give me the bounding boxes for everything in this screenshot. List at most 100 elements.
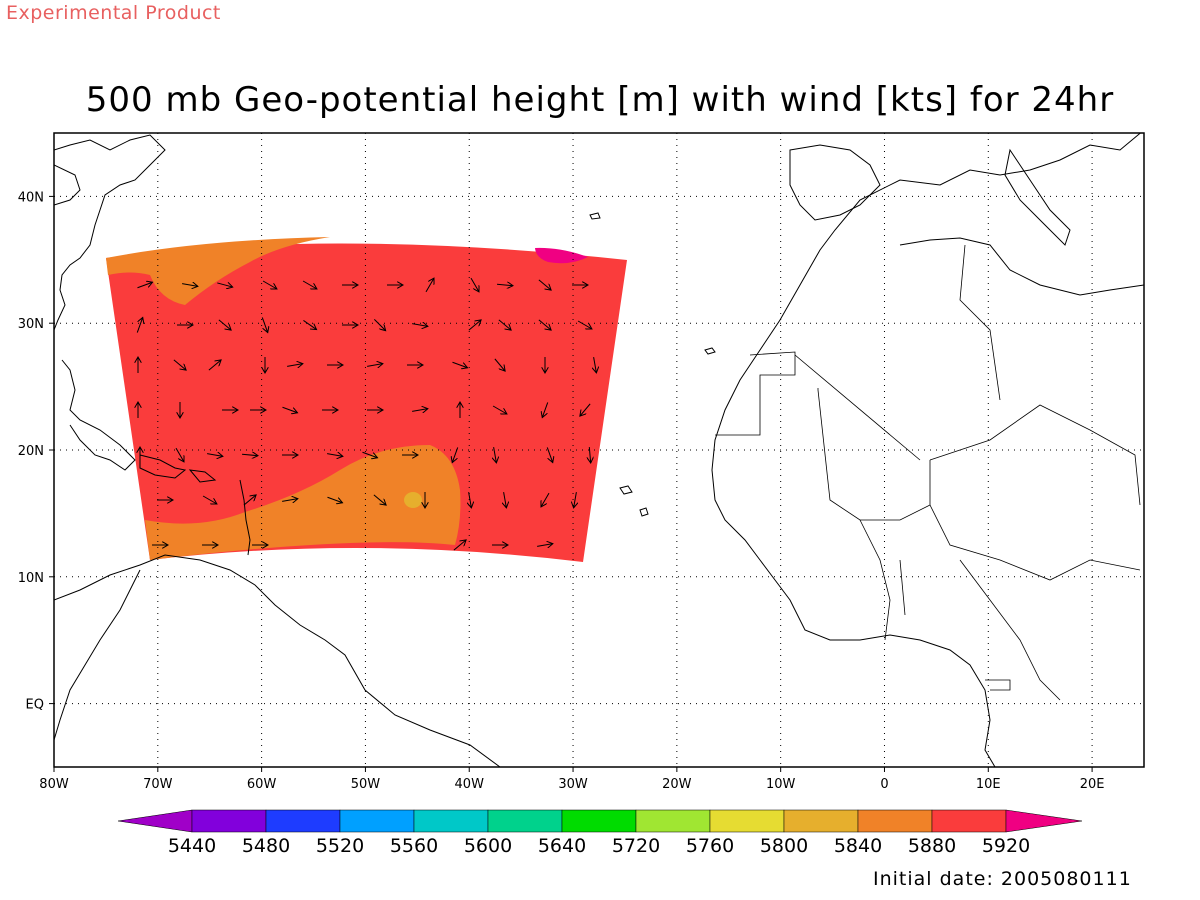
wind-arrow (412, 324, 428, 327)
colorbar-level-label: 5880 (908, 835, 956, 857)
wind-arrow (453, 540, 466, 551)
wind-arrow (452, 447, 459, 462)
wind-arrow (367, 364, 383, 367)
gridlines (54, 133, 1144, 767)
experimental-product-label: Experimental Product (6, 2, 221, 24)
lat-tick-label: 10N (18, 571, 44, 586)
wind-arrow (207, 454, 223, 457)
initial-date: Initial date: 2005080111 (873, 868, 1132, 890)
wind-arrow (594, 357, 597, 373)
wind-arrow (492, 405, 507, 414)
colorbar-level-label: 5520 (316, 835, 364, 857)
wind-arrow (327, 496, 342, 502)
country-borders (715, 244, 1141, 701)
wind-arrow (217, 283, 232, 287)
colorbar-swatch (265, 809, 341, 833)
lat-tick-label: 40N (18, 190, 44, 205)
wind-arrow (541, 492, 550, 507)
wind-arrow (496, 284, 513, 285)
lon-tick-label: 20E (1080, 777, 1105, 792)
wind-arrow (173, 359, 186, 370)
wind-arrow (580, 403, 591, 416)
wind-arrow (542, 402, 549, 417)
lon-tick-label: 60W (247, 777, 277, 792)
wind-arrow (282, 406, 297, 412)
colorbar-level-label: 5440 (168, 835, 216, 857)
colorbar-level-label: 5760 (686, 835, 734, 857)
colorbar-swatch (857, 809, 933, 833)
lon-tick-label: 10E (976, 777, 1001, 792)
wind-arrow (469, 492, 472, 508)
coastlines (54, 133, 1144, 767)
wind-arrow (373, 494, 386, 505)
chart-title: 500 mb Geo-potential height [m] with win… (85, 80, 1115, 120)
domain-fill (106, 243, 627, 562)
wind-arrow (537, 544, 553, 547)
colorbar-swatch (635, 809, 711, 833)
colorbar-high-arrow (1005, 809, 1083, 833)
lon-tick-label: 10W (766, 777, 796, 792)
colorbar-level-label: 5840 (834, 835, 882, 857)
colorbar-swatch (709, 809, 785, 833)
contour-region-5920 (535, 247, 588, 264)
wind-arrow (574, 492, 577, 508)
lat-tick-label: 20N (18, 444, 44, 459)
wind-arrow (302, 280, 317, 289)
wind-arrow (498, 319, 511, 330)
colorbar-swatch (487, 809, 563, 833)
wind-arrow (175, 447, 184, 462)
colorbar-level-label: 5720 (612, 835, 660, 857)
wind-arrow (452, 361, 467, 367)
wind-arrow (412, 409, 428, 412)
wind-arrow (261, 317, 267, 332)
wind-arrow (373, 318, 385, 330)
lon-tick-label: 30W (558, 777, 588, 792)
longitude-axis: 80W 70W 60W 50W 40W 30W 20W 10W 0 10E 20E (39, 767, 1104, 792)
wind-arrow (262, 280, 277, 289)
colorbar-swatch (931, 809, 1007, 833)
wind-arrow (282, 499, 298, 502)
wind-arrow (470, 277, 479, 292)
lon-tick-label: 40W (455, 777, 485, 792)
wind-arrow (538, 319, 551, 330)
color-bar: 5440 5480 5520 5560 5600 5640 5720 5760 5800 5840… (117, 809, 1083, 857)
colorbar-swatch (783, 809, 859, 833)
wind-arrow (538, 279, 551, 290)
contour-region-5800 (404, 492, 422, 508)
wind-arrow (208, 360, 221, 371)
wind-arrow (468, 320, 481, 331)
colorbar-level-label: 5480 (242, 835, 290, 857)
wind-arrow (241, 454, 258, 455)
contour-region-5840-north (106, 237, 330, 305)
colorbar-level-label: 5800 (760, 835, 808, 857)
wind-arrow (287, 364, 303, 367)
wind-vectors (136, 277, 597, 551)
wind-arrow (504, 492, 507, 508)
wind-arrow (218, 319, 231, 330)
latitude-axis: 40N 30N 20N 10N EQ (18, 190, 54, 713)
colorbar-swatch (191, 809, 267, 833)
wind-arrow (425, 278, 434, 293)
colorbar-level-label: 5640 (538, 835, 586, 857)
wind-arrow (243, 495, 256, 506)
wind-arrow (362, 451, 377, 457)
lon-tick-label: 0 (880, 777, 888, 792)
lon-tick-label: 50W (351, 777, 381, 792)
colorbar-swatch (339, 809, 415, 833)
colorbar-low-arrow (117, 809, 193, 833)
wind-arrow (137, 282, 152, 289)
colorbar-level-label: 5560 (390, 835, 438, 857)
lat-tick-label: EQ (26, 698, 44, 713)
wind-arrow (136, 317, 142, 333)
wind-arrow (182, 284, 198, 287)
wind-arrow (202, 495, 217, 504)
colorbar-level-label: 5600 (464, 835, 512, 857)
lon-tick-label: 80W (39, 777, 69, 792)
wind-arrow (577, 320, 592, 329)
wind-arrow (327, 454, 343, 457)
wind-arrow (494, 447, 497, 463)
contour-region-5840-south (145, 445, 461, 560)
lon-tick-label: 70W (143, 777, 173, 792)
wind-arrow (589, 446, 590, 463)
